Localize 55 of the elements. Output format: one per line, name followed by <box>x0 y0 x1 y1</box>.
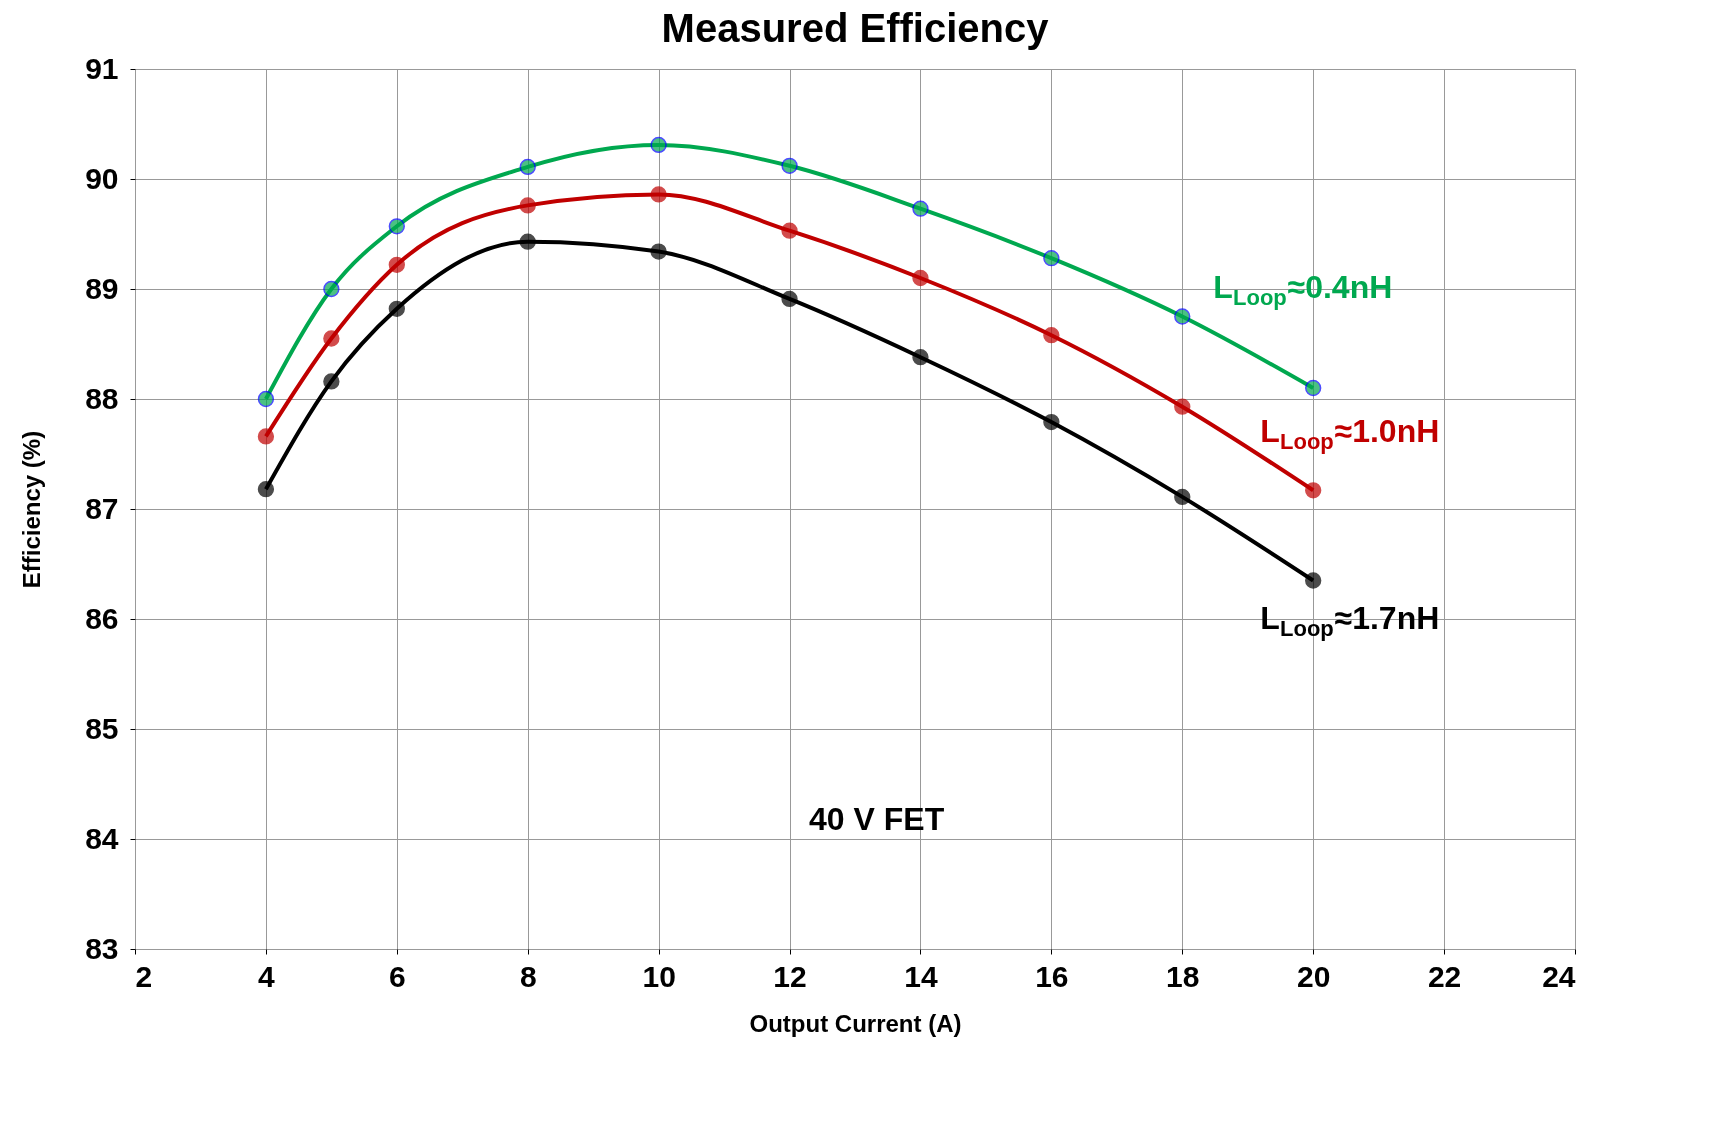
point <box>257 481 275 498</box>
point <box>1305 379 1322 397</box>
x-tick-label: 8 <box>519 959 537 993</box>
y-tick-label: 89 <box>85 271 119 305</box>
point <box>1174 398 1191 415</box>
point <box>388 218 405 235</box>
point <box>781 157 798 174</box>
point <box>650 243 667 260</box>
y-tick-label: 90 <box>85 161 119 195</box>
x-tick-label: 22 <box>1427 959 1462 993</box>
x-tick-label: 4 <box>258 959 276 993</box>
point <box>323 330 340 347</box>
point <box>912 200 929 217</box>
point <box>1305 572 1322 589</box>
point <box>1305 482 1322 499</box>
point <box>1174 308 1191 325</box>
point <box>1043 327 1060 344</box>
point <box>388 256 405 273</box>
annotation: 40 V FET <box>809 800 945 837</box>
x-tick-label: 6 <box>388 959 406 993</box>
x-tick-label: 2 <box>135 959 153 993</box>
point <box>323 373 340 390</box>
point <box>323 280 340 298</box>
point <box>257 390 275 408</box>
point <box>781 222 798 239</box>
point <box>912 269 929 287</box>
x-tick-label: 18 <box>1166 959 1200 993</box>
y-tick-label: 84 <box>85 821 119 855</box>
y-tick-label: 86 <box>85 601 119 635</box>
point <box>650 186 667 203</box>
point <box>257 428 275 445</box>
chart-title: Measured Efficiency <box>661 6 1050 50</box>
x-tick-label: 24 <box>1542 959 1576 993</box>
point <box>388 300 405 317</box>
point <box>519 197 536 214</box>
y-tick-label: 88 <box>85 381 119 415</box>
x-tick-label: 12 <box>773 959 807 993</box>
point <box>781 290 798 308</box>
x-tick-label: 20 <box>1296 959 1331 993</box>
point <box>912 349 929 366</box>
point <box>1043 413 1060 431</box>
point <box>650 136 667 154</box>
point <box>1043 250 1060 267</box>
y-tick-label: 87 <box>85 491 119 525</box>
y-tick-label: 83 <box>85 931 119 965</box>
x-tick-label: 10 <box>642 959 676 993</box>
y-tick-label: 91 <box>85 51 119 85</box>
x-axis-title: Output Current (A) <box>749 1009 962 1037</box>
point <box>1174 488 1191 506</box>
point <box>519 158 536 176</box>
y-tick-label: 85 <box>85 711 119 745</box>
x-tick-label: 16 <box>1035 959 1069 993</box>
y-axis-title: Efficiency (%) <box>18 430 46 589</box>
x-tick-label: 14 <box>904 959 938 993</box>
point <box>519 233 536 250</box>
